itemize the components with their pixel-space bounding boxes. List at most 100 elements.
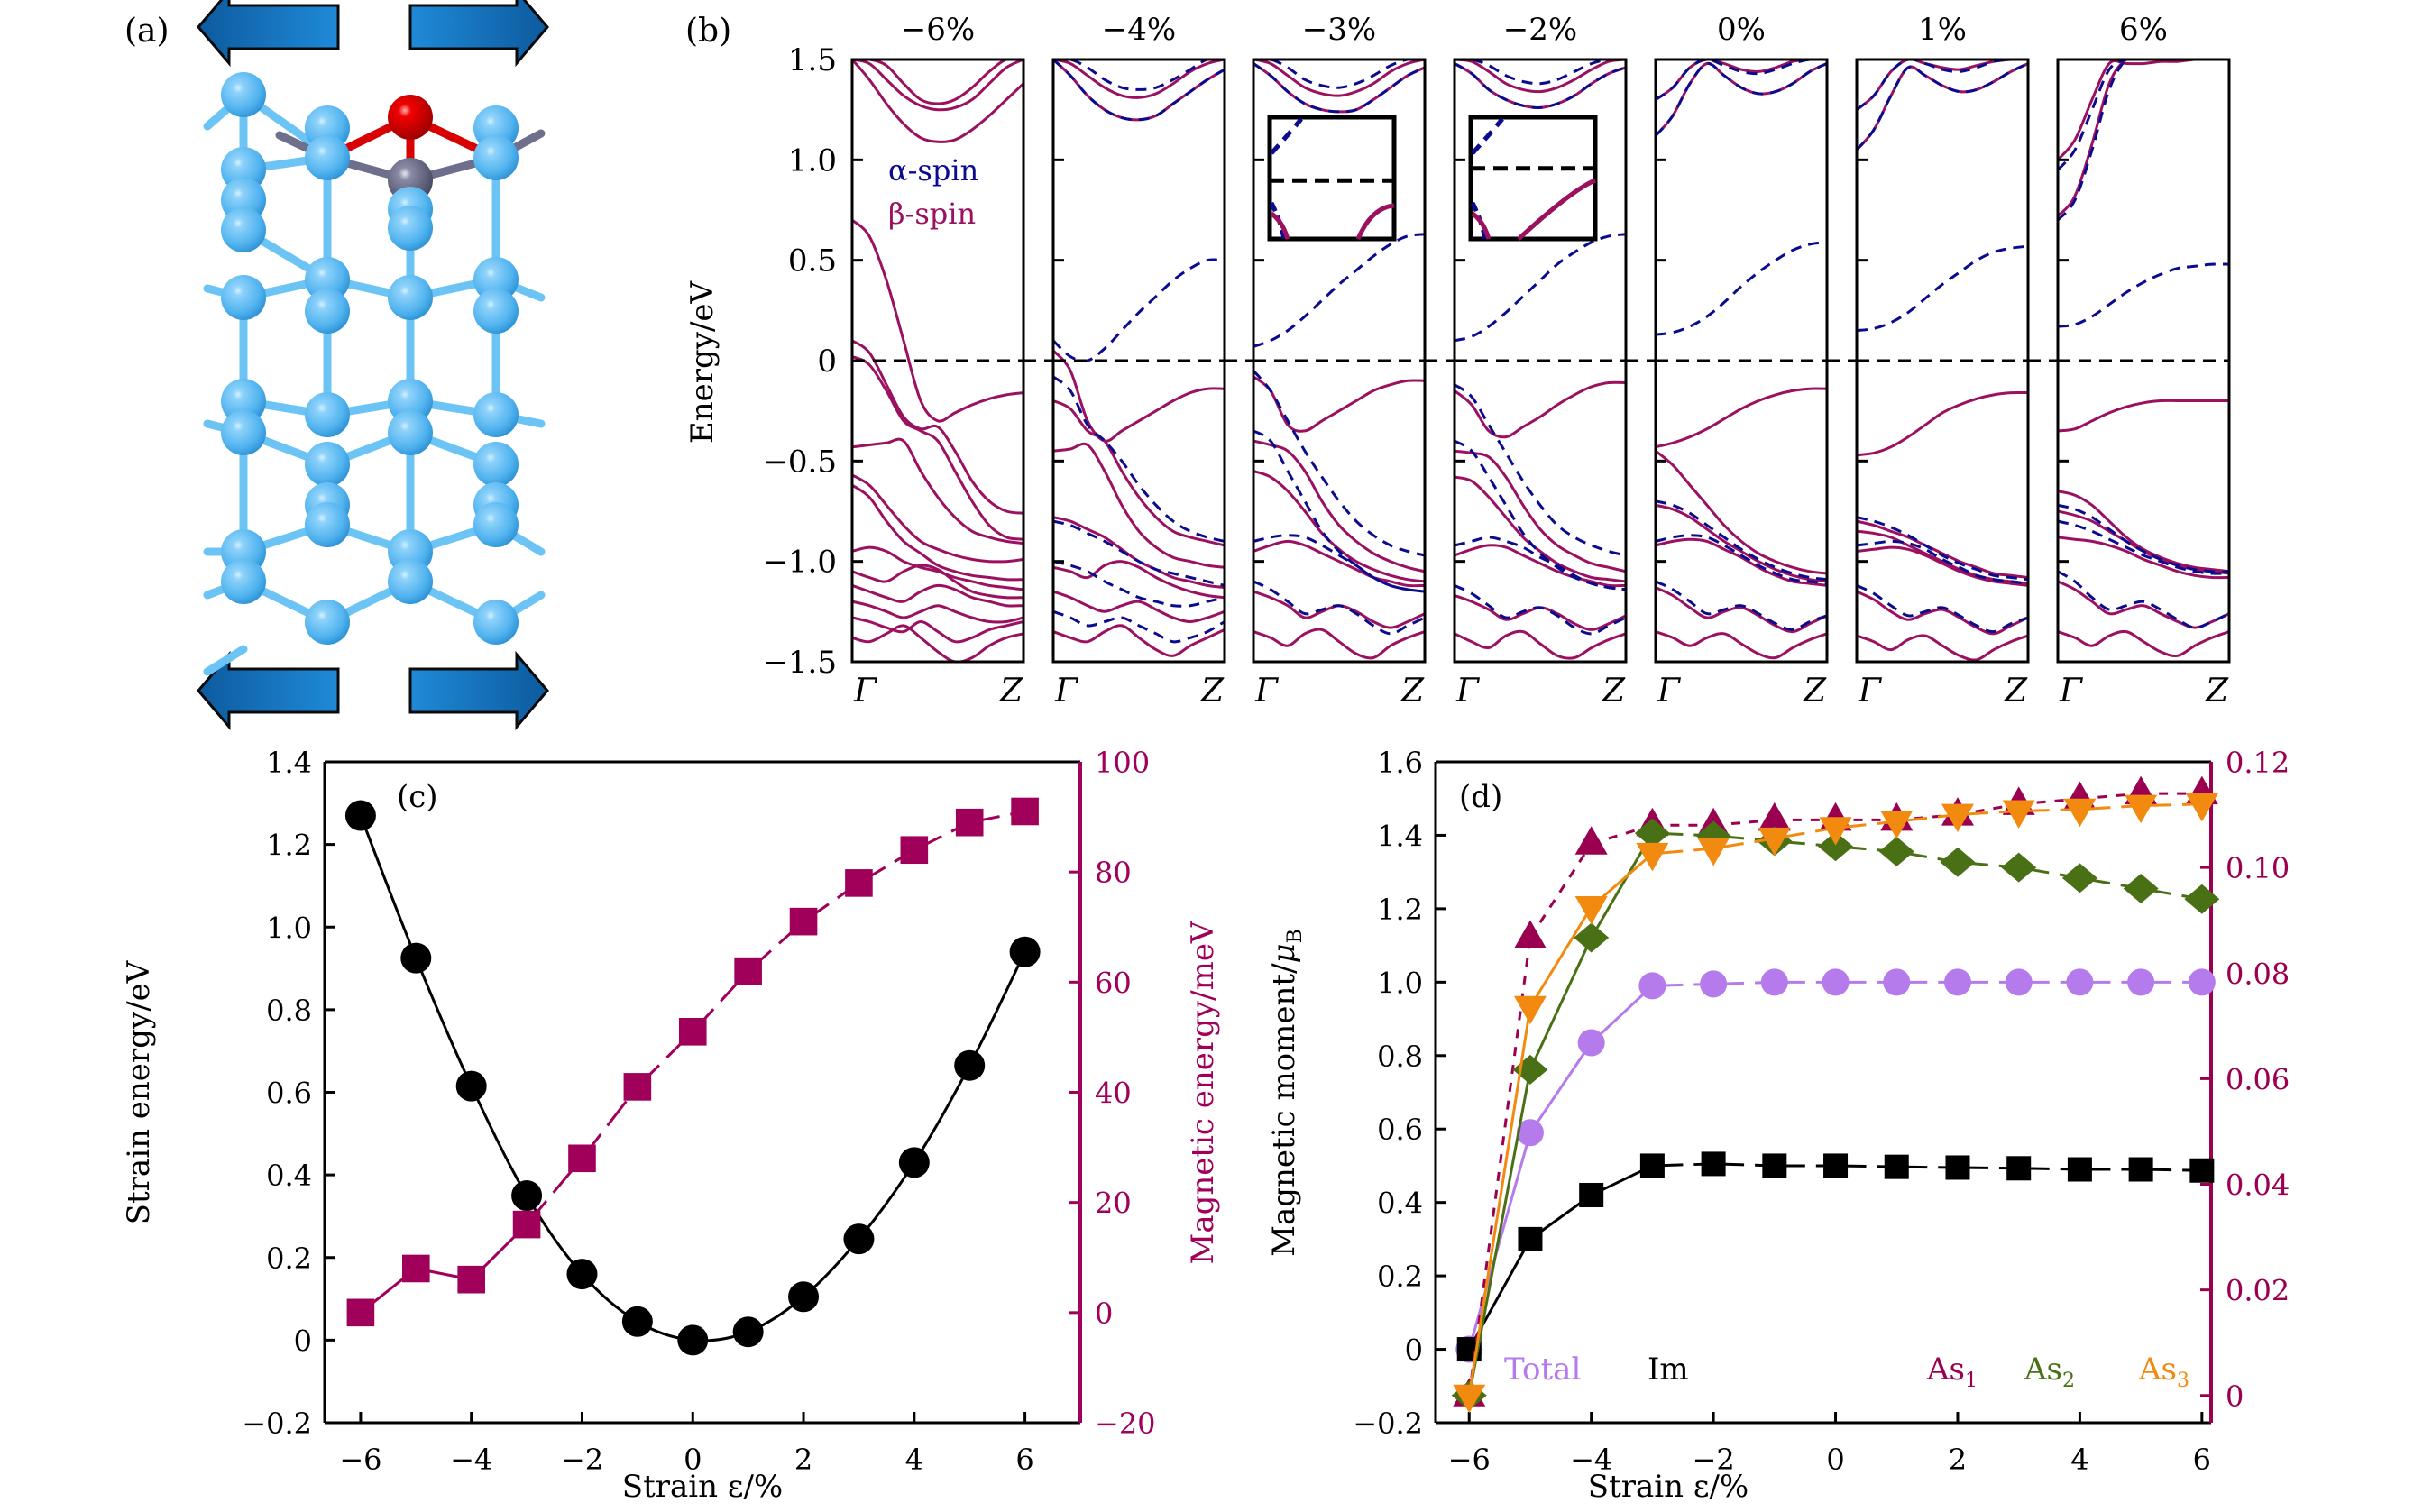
data-point-diamond xyxy=(2184,884,2220,914)
beta-band xyxy=(1253,539,1425,588)
y2-tick-label: 0.06 xyxy=(2226,1062,2290,1096)
oxygen-atom xyxy=(388,95,433,140)
beta-band xyxy=(852,355,1023,541)
beta-band xyxy=(2058,60,2229,161)
y-tick-label: 0.4 xyxy=(266,1159,312,1193)
data-point-circle xyxy=(2127,968,2155,996)
band-panel-6: 6% Γ Z xyxy=(2056,12,2231,710)
data-point-circle xyxy=(677,1324,709,1356)
kpoint-z-label: Z xyxy=(2004,673,2028,710)
series-segment xyxy=(1528,842,1593,939)
data-point-square xyxy=(1011,797,1039,826)
data-point-circle xyxy=(1822,968,1850,996)
band-panel-title: −2% xyxy=(1503,12,1577,48)
host-atom xyxy=(221,275,266,320)
data-point-triangle-down xyxy=(1941,803,1974,833)
band-panel-frame xyxy=(2056,58,2231,664)
data-point-circle xyxy=(621,1306,653,1337)
beta-band xyxy=(1253,60,1425,97)
series-segment xyxy=(1467,1132,1532,1350)
x-tick-label: −4 xyxy=(450,1443,492,1477)
alpha-band xyxy=(1053,609,1225,644)
y2-tick-label: 0.04 xyxy=(2226,1168,2290,1203)
beta-band xyxy=(1656,450,1827,575)
data-point-square xyxy=(900,836,929,865)
data-point-triangle-up xyxy=(1574,826,1608,855)
x-tick-label: −2 xyxy=(1693,1443,1735,1477)
moment-y-label: Magnetic moment/μB xyxy=(1266,929,1307,1257)
moment-x-label: Strain ε/% xyxy=(1588,1469,1749,1505)
band-lines xyxy=(1455,60,1626,660)
alpha-band xyxy=(1656,61,1827,137)
x-tick-label: 4 xyxy=(905,1443,923,1477)
data-point-diamond xyxy=(1634,818,1670,848)
alpha-band xyxy=(1053,519,1225,587)
data-point-square xyxy=(789,907,818,936)
data-point-triangle-down xyxy=(1880,811,1914,839)
data-point-triangle-down xyxy=(2185,793,2218,822)
data-point-square xyxy=(2006,1156,2032,1181)
data-point-circle xyxy=(1760,968,1788,996)
y-tick-label: 0.2 xyxy=(1377,1260,1423,1294)
beta-band xyxy=(852,483,1023,582)
beta-band xyxy=(852,60,1023,112)
alpha-band xyxy=(1455,60,1626,86)
band-ytick-label: 0.5 xyxy=(788,243,837,279)
beta-band xyxy=(1857,519,2028,579)
band-panel-frame xyxy=(1654,58,1829,664)
beta-band xyxy=(1656,503,1827,583)
data-point-square xyxy=(1945,1155,1970,1180)
alpha-band xyxy=(1857,516,2028,582)
spin-legend: α-spin β-spin xyxy=(888,153,978,231)
y2-tick-label: 0.12 xyxy=(2226,746,2290,780)
data-point-square xyxy=(568,1144,596,1173)
y-tick-label: 1.6 xyxy=(1377,746,1423,780)
host-atom xyxy=(473,502,519,547)
data-point-square xyxy=(346,1298,375,1327)
alpha-band xyxy=(1053,60,1225,122)
legend-label: As xyxy=(1926,1352,1965,1388)
alpha-band xyxy=(1455,383,1626,557)
band-panel-title: 0% xyxy=(1717,12,1766,48)
series-segment xyxy=(1467,1006,1532,1397)
host-atom xyxy=(221,559,266,604)
panel-label-b: (b) xyxy=(685,13,731,50)
data-point-circle xyxy=(1883,968,1911,996)
data-point-diamond xyxy=(1818,831,1854,862)
data-point-square xyxy=(623,1073,652,1101)
band-panel-frame xyxy=(1252,58,1427,664)
alpha-band xyxy=(2058,570,2229,629)
series-as2 xyxy=(1451,818,2220,1411)
beta-band xyxy=(852,60,1023,143)
legend-label: As xyxy=(2138,1352,2177,1388)
y-tick-label: 0 xyxy=(294,1324,312,1358)
beta-band xyxy=(1253,590,1425,629)
data-point-square xyxy=(734,957,762,985)
legend-item-as1: As1 xyxy=(1926,1352,1978,1392)
alpha-band xyxy=(1857,539,2028,585)
beta-band xyxy=(2058,509,2229,575)
strain-arrows xyxy=(197,0,549,731)
host-bond xyxy=(203,645,248,676)
host-atom xyxy=(388,206,433,251)
band-panel-title: −4% xyxy=(1102,12,1176,48)
data-point-square xyxy=(1884,1154,1909,1179)
beta-band xyxy=(1857,545,2028,587)
host-atom xyxy=(473,135,519,180)
magnetic-moment-chart: −6 −4 −2 0 2 4 6 −0.2 0 0.2 0.4 0.6 0.8 1.0 1.2 1.4 1.6 0… xyxy=(1353,746,2290,1477)
y-tick-label: −0.2 xyxy=(1353,1407,1423,1441)
beta-band xyxy=(1857,634,2028,662)
legend-subscript: 1 xyxy=(1965,1370,1978,1392)
band-panel-title: 1% xyxy=(1918,12,1967,48)
beta-band xyxy=(1656,60,1827,101)
data-point-circle xyxy=(344,800,376,831)
zoom-inset-frame xyxy=(1468,115,1598,242)
alpha-band xyxy=(1455,62,1626,109)
y2-tick-label: 0 xyxy=(2226,1379,2244,1414)
x-tick-label: 0 xyxy=(684,1443,702,1477)
beta-band xyxy=(2058,60,2229,217)
strain-energy-chart: −6 −4 −2 0 2 4 6−0.200.20.40.60.81.01.21.4−200… xyxy=(242,746,1155,1477)
x-tick-label: 2 xyxy=(794,1443,812,1477)
host-atom xyxy=(221,379,266,424)
